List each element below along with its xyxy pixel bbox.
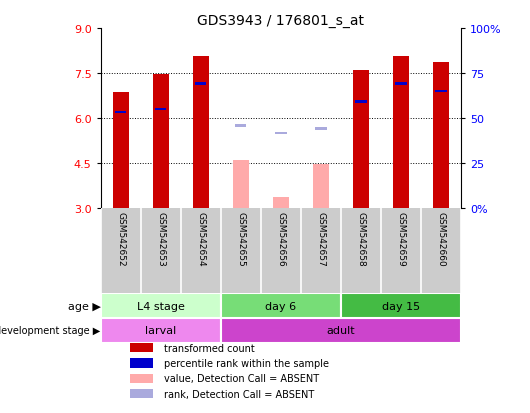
Text: development stage ▶: development stage ▶ xyxy=(0,325,101,335)
Bar xyxy=(221,318,461,343)
Text: value, Detection Call = ABSENT: value, Detection Call = ABSENT xyxy=(164,373,319,383)
Text: day 15: day 15 xyxy=(382,301,420,311)
Bar xyxy=(353,71,369,209)
Text: day 6: day 6 xyxy=(266,301,296,311)
Text: GSM542657: GSM542657 xyxy=(316,211,325,266)
Bar xyxy=(129,358,153,368)
Bar xyxy=(233,161,249,209)
Bar xyxy=(436,90,447,93)
Bar xyxy=(356,101,367,104)
Text: rank, Detection Call = ABSENT: rank, Detection Call = ABSENT xyxy=(164,389,314,399)
Text: GSM542659: GSM542659 xyxy=(396,211,405,266)
Bar xyxy=(393,57,409,209)
Bar xyxy=(195,83,206,85)
Text: GSM542660: GSM542660 xyxy=(437,211,446,266)
Text: adult: adult xyxy=(326,325,355,335)
Text: GSM542658: GSM542658 xyxy=(357,211,366,266)
Bar xyxy=(341,294,461,318)
Text: GSM542656: GSM542656 xyxy=(277,211,285,266)
Bar xyxy=(433,63,449,209)
Text: GSM542652: GSM542652 xyxy=(116,211,125,266)
Bar xyxy=(129,343,153,353)
Bar xyxy=(129,374,153,383)
Text: GSM542654: GSM542654 xyxy=(196,211,205,266)
Bar xyxy=(221,294,341,318)
Title: GDS3943 / 176801_s_at: GDS3943 / 176801_s_at xyxy=(197,14,365,28)
Text: L4 stage: L4 stage xyxy=(137,301,184,311)
Text: GSM542653: GSM542653 xyxy=(156,211,165,266)
Text: age ▶: age ▶ xyxy=(68,301,101,311)
Text: larval: larval xyxy=(145,325,176,335)
Bar xyxy=(129,389,153,398)
Bar xyxy=(235,125,246,128)
Bar xyxy=(275,132,287,135)
Bar xyxy=(395,83,407,85)
Bar xyxy=(113,93,129,209)
Text: transformed count: transformed count xyxy=(164,343,254,353)
Bar xyxy=(313,165,329,209)
Bar xyxy=(315,128,326,131)
Bar xyxy=(155,108,166,111)
Text: GSM542655: GSM542655 xyxy=(236,211,245,266)
Bar xyxy=(273,198,289,209)
Bar xyxy=(153,75,169,209)
Bar xyxy=(101,318,221,343)
Bar xyxy=(193,57,209,209)
Bar xyxy=(101,294,221,318)
Text: percentile rank within the sample: percentile rank within the sample xyxy=(164,358,329,368)
Bar xyxy=(115,112,126,114)
